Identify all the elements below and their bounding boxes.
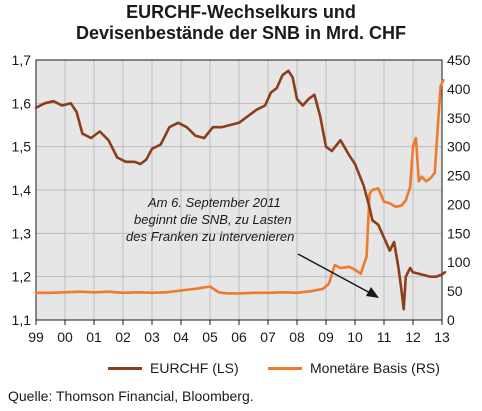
legend-swatch-eurchf xyxy=(108,366,142,370)
x-tick-label: 10 xyxy=(347,329,363,345)
chart-title-line-2: Devisenbestände der SNB in Mrd. CHF xyxy=(75,23,407,43)
legend: EURCHF (LS) Monetäre Basis (RS) xyxy=(0,360,482,382)
y-left-tick-label: 1,4 xyxy=(12,182,32,198)
x-tick-label: 03 xyxy=(144,329,160,345)
y-left-tick-label: 1,2 xyxy=(12,269,32,285)
series-lines xyxy=(34,69,447,311)
axis-ticks: 1,7 1,6 1,5 1,4 1,3 1,2 1,1 450 400 350 300 250 200 1… xyxy=(12,52,471,345)
legend-item-basis: Monetäre Basis (RS) xyxy=(268,360,440,376)
x-tick-label: 07 xyxy=(260,329,276,345)
annotation-arrow-head xyxy=(366,287,379,298)
y-right-tick-label: 50 xyxy=(447,283,463,299)
y-left-tick-label: 1,5 xyxy=(12,139,32,155)
y-right-tick-label: 150 xyxy=(447,225,471,241)
series-line-eurchf xyxy=(34,69,447,311)
x-tick-label: 12 xyxy=(405,329,421,345)
source-note: Quelle: Thomson Financial, Bloomberg. xyxy=(8,388,254,404)
legend-label-eurchf: EURCHF (LS) xyxy=(150,360,239,376)
x-tick-label: 09 xyxy=(318,329,334,345)
y-left-tick-label: 1,7 xyxy=(12,52,32,68)
x-tick-label: 01 xyxy=(86,329,102,345)
annotation-text-line: Am 6. September 2011 xyxy=(147,195,281,210)
x-tick-label: 04 xyxy=(173,329,189,345)
chart-title-line-1: EURCHF-Wechselkurs und xyxy=(126,2,356,22)
x-tick-label: 11 xyxy=(377,329,392,345)
legend-swatch-basis xyxy=(268,366,302,370)
chart-title: EURCHF-Wechselkurs und Devisenbestände d… xyxy=(0,2,482,44)
legend-item-eurchf: EURCHF (LS) xyxy=(108,360,239,376)
x-tick-label: 99 xyxy=(28,329,44,345)
annotation-arrow-line xyxy=(297,253,373,295)
x-tick-label: 02 xyxy=(115,329,131,345)
chart-plot: 1,7 1,6 1,5 1,4 1,3 1,2 1,1 450 400 350 300 250 200 1… xyxy=(12,52,471,345)
gridlines xyxy=(36,60,442,320)
y-right-tick-label: 350 xyxy=(447,110,471,126)
x-tick-label: 08 xyxy=(289,329,305,345)
y-left-tick-label: 1,3 xyxy=(12,225,32,241)
y-right-tick-label: 200 xyxy=(447,196,471,212)
y-left-tick-label: 1,1 xyxy=(12,312,32,328)
x-tick-label: 05 xyxy=(202,329,218,345)
y-right-tick-label: 300 xyxy=(447,139,471,155)
series-line-monetaere-basis xyxy=(34,78,445,295)
annotation-text-line: des Franken zu intervenieren xyxy=(126,229,294,244)
y-right-tick-label: 400 xyxy=(447,81,471,97)
x-tick-label: 00 xyxy=(57,329,73,345)
y-left-tick-label: 1,6 xyxy=(12,95,32,111)
x-tick-label: 06 xyxy=(231,329,247,345)
y-right-tick-label: 100 xyxy=(447,254,471,270)
legend-label-basis: Monetäre Basis (RS) xyxy=(310,360,440,376)
y-right-tick-label: 450 xyxy=(447,52,471,68)
y-right-tick-label: 0 xyxy=(447,312,455,328)
annotation: Am 6. September 2011 beginnt die SNB, zu … xyxy=(126,195,379,298)
plot-frame xyxy=(35,59,443,321)
x-tick-label: 13 xyxy=(434,329,450,345)
annotation-text-line: beginnt die SNB, zu Lasten xyxy=(134,212,292,227)
y-right-tick-label: 250 xyxy=(447,168,471,184)
